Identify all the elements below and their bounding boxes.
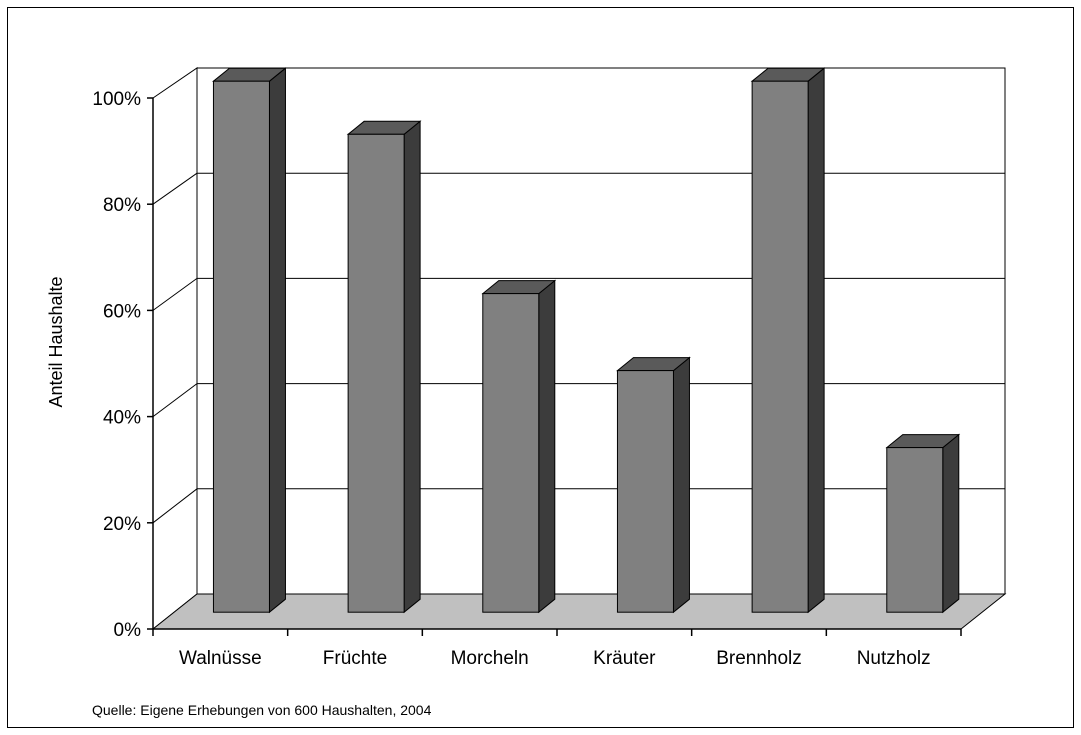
gridline-side bbox=[152, 277, 198, 311]
y-tick-label: 40% bbox=[103, 408, 141, 429]
y-tick-label: 60% bbox=[103, 301, 141, 322]
source-note: Quelle: Eigene Erhebungen von 600 Hausha… bbox=[92, 702, 432, 718]
gridline-side bbox=[152, 172, 198, 205]
bar-front bbox=[347, 133, 405, 613]
x-tick-label: Morcheln bbox=[451, 648, 529, 669]
gridline-side bbox=[152, 383, 198, 418]
bar bbox=[212, 67, 287, 614]
bar bbox=[346, 120, 422, 614]
bar-side bbox=[672, 356, 690, 614]
bar-side bbox=[942, 433, 960, 614]
bar-front bbox=[482, 293, 540, 613]
y-tick-label: 20% bbox=[103, 514, 141, 535]
bar-front bbox=[751, 80, 809, 613]
bar bbox=[481, 279, 557, 614]
x-tick-label: Früchte bbox=[323, 648, 387, 669]
y-tick-label: 100% bbox=[92, 89, 141, 110]
bar-side bbox=[807, 67, 825, 614]
x-tick-label: Brennholz bbox=[716, 648, 802, 669]
bar-side bbox=[403, 120, 421, 614]
bar-front bbox=[212, 80, 270, 613]
bar bbox=[750, 67, 826, 614]
bar-front bbox=[886, 447, 944, 613]
plot-left-wall bbox=[152, 67, 198, 631]
bar bbox=[885, 433, 961, 614]
bar-side bbox=[268, 67, 286, 614]
x-tick-label: Walnüsse bbox=[179, 648, 262, 669]
x-tick-label: Kräuter bbox=[593, 648, 656, 669]
bar-side bbox=[538, 279, 556, 614]
gridline-side bbox=[152, 488, 198, 524]
y-tick-label: 0% bbox=[114, 620, 142, 641]
bar-front bbox=[616, 370, 674, 613]
plot-back-wall bbox=[196, 67, 1006, 595]
y-axis-label: Anteil Haushalte bbox=[46, 276, 66, 407]
bar bbox=[616, 356, 691, 614]
y-tick-label: 80% bbox=[103, 195, 141, 216]
x-tick-label: Nutzholz bbox=[857, 648, 931, 669]
